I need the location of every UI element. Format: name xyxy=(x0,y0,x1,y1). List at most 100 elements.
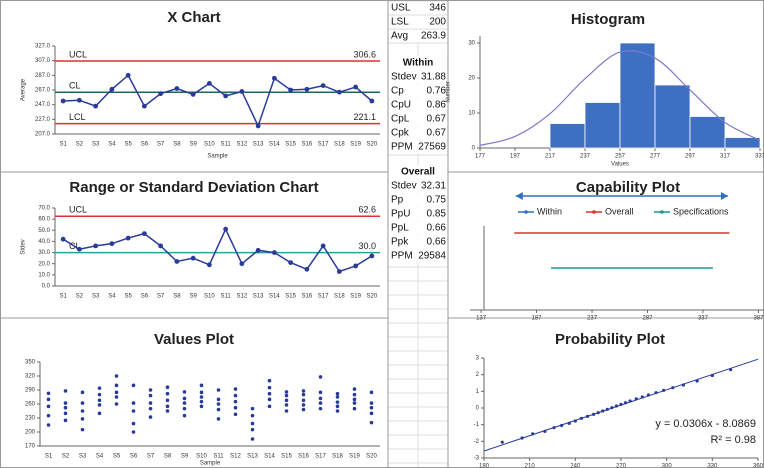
chart-title: Probability Plot xyxy=(555,331,665,348)
x-tick-label: S1 xyxy=(45,454,53,460)
x-tick-label: 240 xyxy=(570,464,581,468)
point xyxy=(114,402,119,406)
point xyxy=(216,417,221,421)
x-tick-label: S12 xyxy=(237,142,248,148)
point xyxy=(267,397,272,402)
stat-value: 200 xyxy=(429,17,446,28)
y-tick-label: 30 xyxy=(468,41,475,47)
point xyxy=(109,86,115,92)
point xyxy=(239,89,245,94)
point xyxy=(216,407,221,412)
point xyxy=(284,390,289,394)
point xyxy=(60,236,66,242)
point xyxy=(267,391,272,396)
series-line xyxy=(62,227,373,273)
stat-value: 0.76 xyxy=(427,86,447,97)
x-tick-label: 387 xyxy=(753,316,764,322)
point xyxy=(158,91,164,97)
stat-bg xyxy=(389,15,447,29)
x-tick-label: S13 xyxy=(253,294,264,300)
stat-label: USL xyxy=(391,3,411,14)
x-tick-label: 137 xyxy=(476,316,487,322)
limit-name: UCL xyxy=(69,205,87,215)
x-tick-label: S2 xyxy=(76,294,84,300)
stat-label: LSL xyxy=(391,17,409,28)
point xyxy=(190,255,196,261)
x-tick-label: 177 xyxy=(475,154,486,160)
stat-label: Ppk xyxy=(391,237,409,248)
x-tick-label: 300 xyxy=(662,464,673,468)
stat-value: 0.66 xyxy=(427,223,447,234)
point xyxy=(131,421,136,426)
point xyxy=(271,250,277,255)
point xyxy=(318,401,323,405)
point xyxy=(543,429,547,433)
point xyxy=(190,92,196,97)
stat-bg xyxy=(389,56,447,70)
x-tick-label: S19 xyxy=(350,142,361,148)
point xyxy=(614,404,619,408)
point xyxy=(93,103,99,109)
point xyxy=(233,393,238,398)
point xyxy=(46,413,51,418)
point xyxy=(729,368,733,372)
x-tick-label: S5 xyxy=(124,294,132,300)
point xyxy=(80,390,85,395)
y-tick-label: 0 xyxy=(472,146,476,152)
legend-marker xyxy=(524,210,528,214)
limit-name: CL xyxy=(69,81,81,91)
legend-marker xyxy=(592,210,596,214)
x-tick-label: S16 xyxy=(298,454,309,460)
stat-label: PPM xyxy=(391,251,413,262)
x-tick-label: 180 xyxy=(479,464,490,468)
y-tick-label: 320 xyxy=(25,374,36,380)
point xyxy=(681,383,686,387)
y-tick-label: 3 xyxy=(476,356,480,362)
arrow-head xyxy=(515,192,523,200)
stat-value: 0.85 xyxy=(427,209,447,220)
x-tick-label: S12 xyxy=(237,294,248,300)
point xyxy=(148,388,153,392)
x-tick-label: S6 xyxy=(141,142,149,148)
x-tick-label: S18 xyxy=(334,142,345,148)
point xyxy=(352,397,357,402)
point xyxy=(520,436,524,440)
x-tick-label: 287 xyxy=(643,316,654,322)
stat-label: CpL xyxy=(391,114,410,125)
x-tick-label: S14 xyxy=(264,454,275,460)
x-tick-label: S3 xyxy=(92,142,100,148)
point xyxy=(654,391,658,395)
point xyxy=(335,400,340,404)
stat-value: 0.67 xyxy=(427,128,447,139)
x-tick-label: S7 xyxy=(147,454,155,460)
x-tick-label: 187 xyxy=(532,316,543,322)
x-tick-label: 210 xyxy=(525,464,536,468)
stat-label: PPM xyxy=(391,142,413,153)
x-tick-label: 277 xyxy=(650,154,661,160)
point xyxy=(174,259,180,264)
point xyxy=(174,86,180,91)
point xyxy=(567,421,571,425)
x-tick-label: 337 xyxy=(698,316,709,322)
point xyxy=(63,401,68,405)
point xyxy=(97,392,102,397)
x-tick-label: S1 xyxy=(59,294,67,300)
point xyxy=(336,89,342,95)
y-tick-label: 20 xyxy=(468,76,475,82)
point xyxy=(352,401,357,405)
limit-value: 30.0 xyxy=(358,241,376,251)
point xyxy=(182,413,187,418)
y-tick-label: 327.0 xyxy=(35,44,51,50)
point xyxy=(301,389,306,393)
point xyxy=(710,373,714,378)
bar xyxy=(584,102,621,149)
point xyxy=(601,409,605,413)
point xyxy=(233,405,238,410)
point xyxy=(353,84,359,90)
stat-bg xyxy=(389,70,447,84)
x-tick-label: S16 xyxy=(302,142,313,148)
point xyxy=(165,398,170,403)
point xyxy=(288,260,294,265)
x-tick-label: 217 xyxy=(545,154,556,160)
y-tick-label: 0.0 xyxy=(42,284,51,290)
